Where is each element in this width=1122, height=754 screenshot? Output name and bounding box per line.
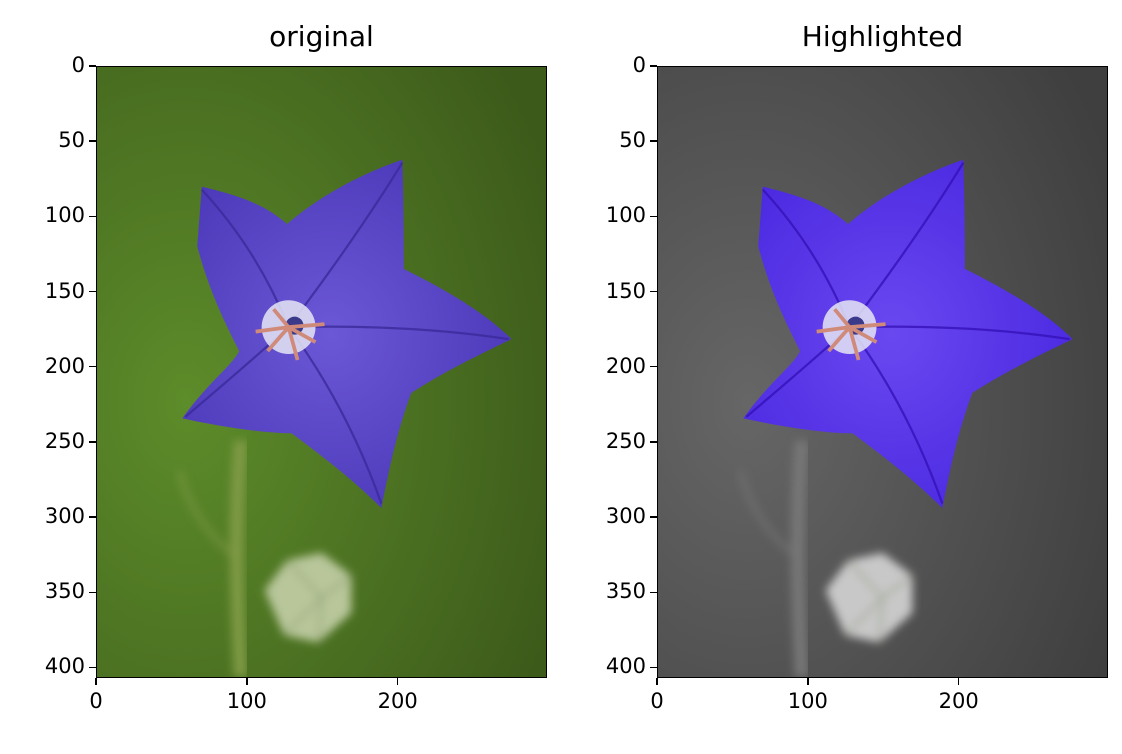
panel-title: original (269, 20, 374, 53)
y-tick-label: 250 (605, 428, 646, 453)
x-tick (246, 678, 248, 685)
x-tick-label: 100 (787, 689, 828, 713)
flower-image (97, 67, 546, 677)
y-tick-label: 300 (44, 504, 85, 529)
flower-bloom (743, 159, 1073, 509)
y-tick (650, 215, 657, 218)
y-tick-label: 400 (605, 654, 646, 679)
y-tick-label: 250 (44, 428, 85, 453)
image-axes (96, 66, 547, 678)
flower-bloom (182, 159, 512, 509)
flower-image (658, 67, 1107, 677)
x-tick-label: 0 (650, 689, 664, 713)
y-tick-label: 0 (632, 53, 646, 77)
y-tick (89, 666, 96, 669)
x-tick-label: 200 (938, 689, 979, 713)
x-tick (807, 678, 809, 685)
image-axes (657, 66, 1108, 678)
y-tick (89, 65, 96, 67)
flower-bud (825, 552, 914, 643)
y-tick (650, 140, 657, 142)
y-tick (650, 666, 657, 669)
y-tick-label: 150 (44, 278, 85, 303)
x-tick (957, 678, 960, 685)
stem (176, 440, 248, 677)
y-tick (89, 140, 96, 142)
panel-highlighted: Highlighted 0 50 100 150 200 250 300 350 400 0 100… (561, 0, 1122, 754)
y-tick (650, 591, 657, 594)
y-tick-label: 400 (44, 654, 85, 679)
flower-bud (264, 552, 353, 643)
y-tick-label: 300 (605, 504, 646, 529)
y-tick-label: 50 (619, 128, 646, 153)
y-tick (650, 65, 657, 67)
x-tick (396, 678, 399, 685)
y-tick (650, 365, 657, 368)
y-tick-label: 100 (44, 203, 85, 228)
y-tick-label: 200 (605, 353, 646, 378)
y-tick (650, 441, 657, 443)
x-tick-label: 0 (89, 689, 103, 713)
x-tick-label: 200 (377, 689, 418, 713)
y-tick-label: 350 (605, 579, 646, 604)
y-tick-label: 150 (605, 278, 646, 303)
y-tick (650, 290, 657, 293)
y-tick (89, 215, 96, 218)
y-tick (89, 441, 96, 443)
x-tick (656, 678, 658, 685)
y-tick-label: 100 (605, 203, 646, 228)
x-tick (95, 678, 97, 685)
y-tick-label: 350 (44, 579, 85, 604)
y-tick (89, 290, 96, 293)
stem (737, 440, 809, 677)
y-tick (89, 365, 96, 368)
y-tick-label: 200 (44, 353, 85, 378)
panel-original: original 0 50 100 150 200 250 300 350 400 0 100 200 (44, 20, 547, 713)
panel-title: Highlighted (801, 20, 964, 53)
x-tick-label: 100 (226, 689, 267, 713)
y-tick (89, 591, 96, 594)
y-tick (89, 516, 96, 518)
y-tick (650, 516, 657, 518)
y-tick-label: 0 (71, 53, 85, 77)
y-tick-label: 50 (58, 128, 85, 153)
